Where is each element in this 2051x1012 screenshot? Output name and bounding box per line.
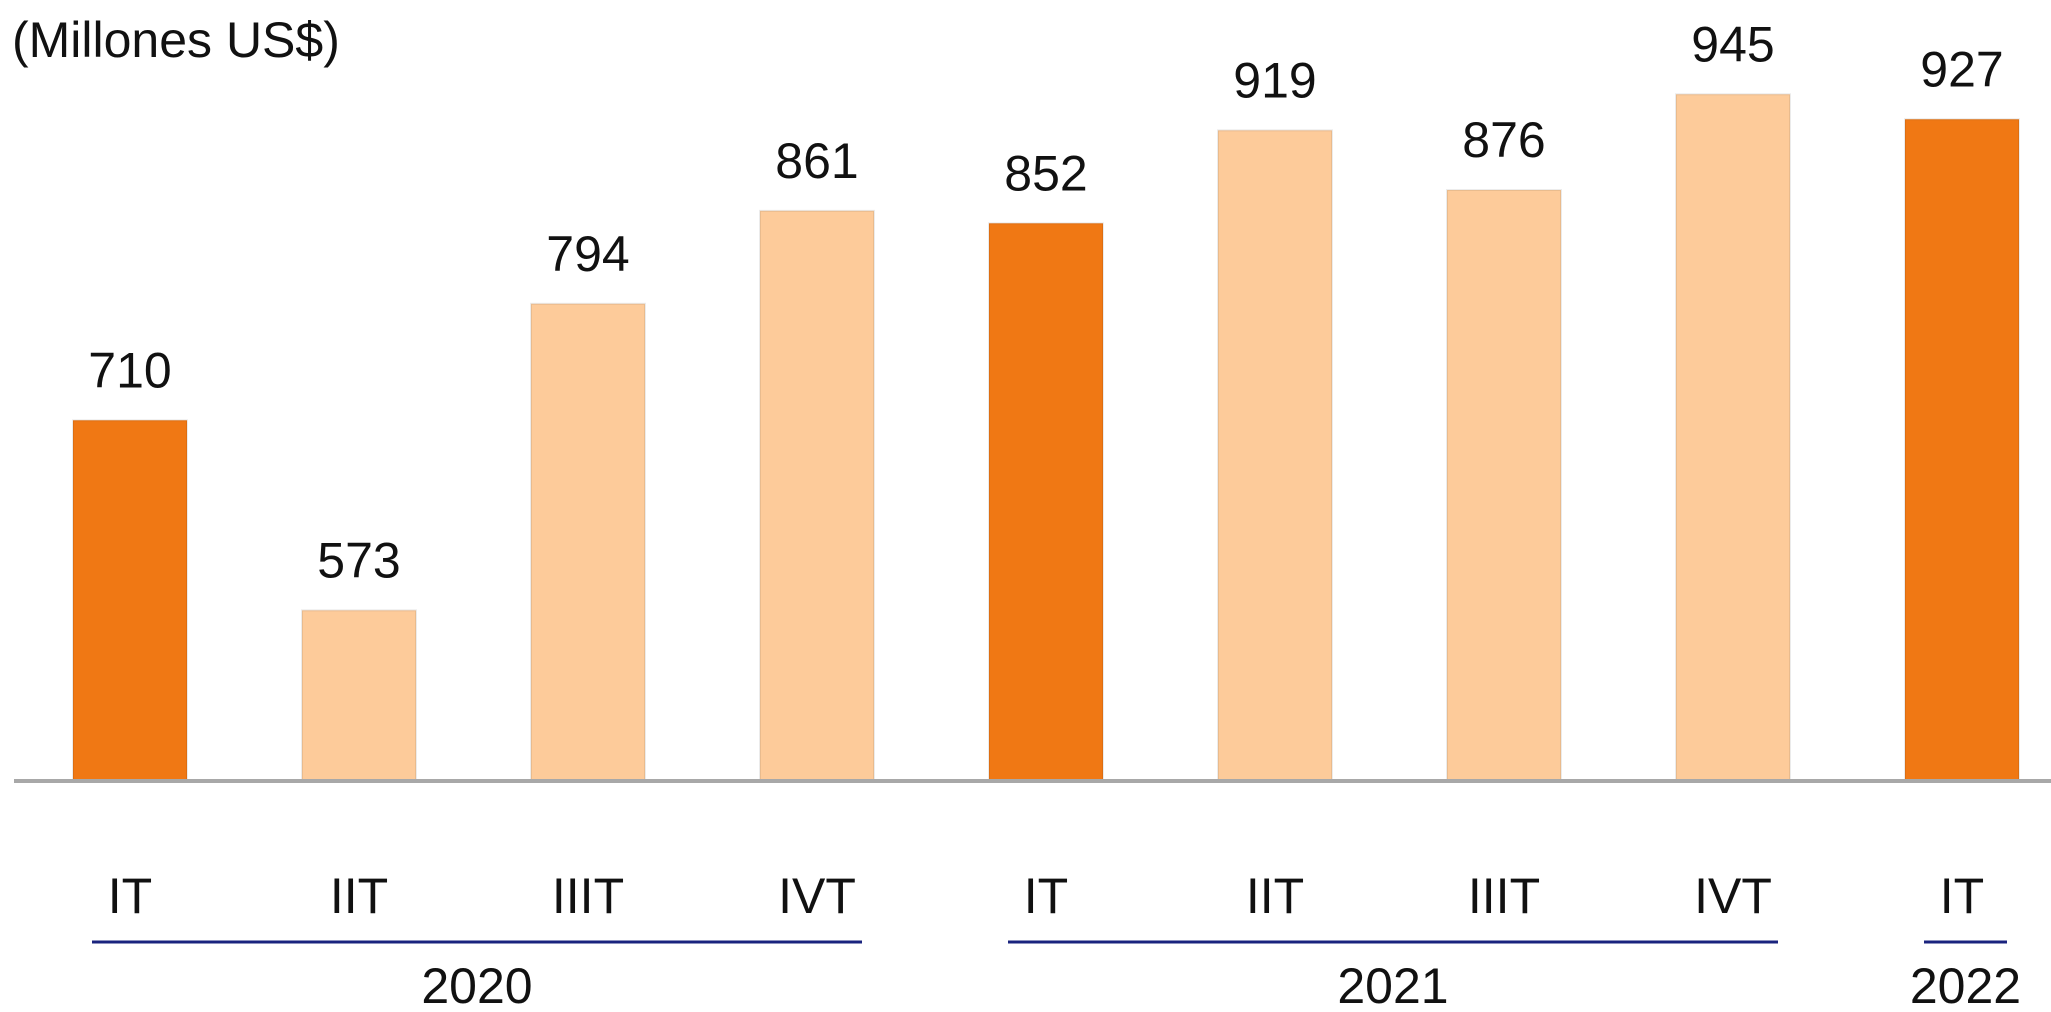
x-tick-label: IIIT [552,868,624,924]
group-label: 2021 [1337,958,1448,1012]
bar [72,419,188,782]
value-label: 945 [1691,17,1774,73]
x-tick-label: IT [1940,868,1984,924]
x-tick-label: IT [108,868,152,924]
value-label: 861 [775,133,858,189]
bar [759,209,875,782]
chart-title: (Millones US$) [12,12,340,68]
x-tick-label: IIT [330,868,388,924]
group-label: 2020 [421,958,532,1012]
bar [530,302,646,782]
value-label: 876 [1462,112,1545,168]
x-tick-label: IT [1024,868,1068,924]
bar [301,609,417,783]
value-label: 919 [1233,53,1316,109]
value-label: 710 [88,343,171,399]
x-tick-label: IVT [1694,868,1772,924]
group-label: 2022 [1910,958,2021,1012]
bar [1217,129,1333,783]
bar [1675,93,1791,783]
x-tick-label: IIIT [1468,868,1540,924]
bar [1904,118,2020,782]
value-label: 794 [546,226,629,282]
value-label: 852 [1004,146,1087,202]
value-label: 573 [317,533,400,589]
value-label: 927 [1920,41,2003,97]
x-tick-label: IIT [1246,868,1304,924]
bar [1446,189,1562,783]
bar [988,222,1104,783]
x-tick-label: IVT [778,868,856,924]
